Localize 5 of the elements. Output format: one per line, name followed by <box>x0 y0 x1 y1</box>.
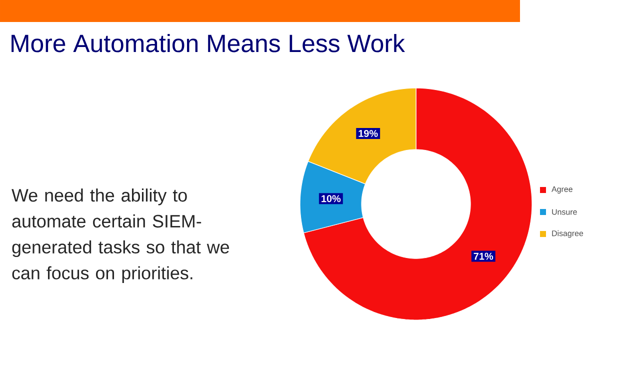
data-label: 71% <box>474 252 494 260</box>
text: We need the ability to automate certain SIEM-generated tasks so that we can focus on priorities. <box>12 188 230 283</box>
data-label: 19% <box>358 130 378 138</box>
chart-title: More Automation Means Less Work <box>12 34 405 52</box>
data-label: 10% <box>322 195 341 202</box>
